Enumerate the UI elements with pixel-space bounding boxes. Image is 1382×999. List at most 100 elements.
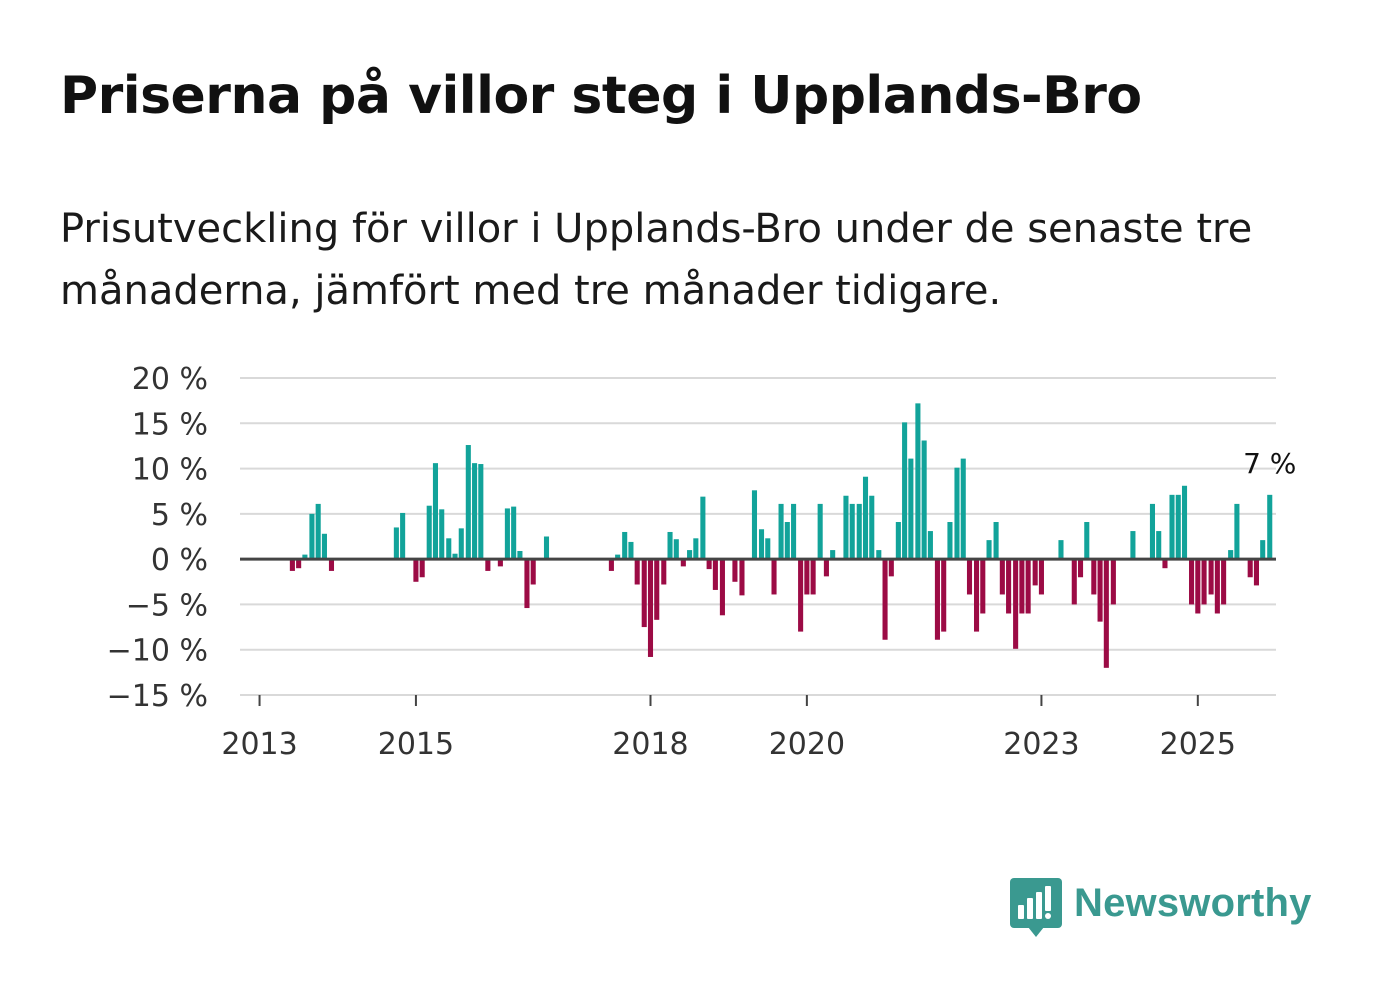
bar — [1156, 531, 1162, 560]
bar — [1058, 540, 1064, 560]
chart-title: Priserna på villor steg i Upplands-Bro — [60, 66, 1142, 126]
bar — [888, 559, 894, 577]
bar — [778, 503, 784, 560]
bar — [1253, 559, 1259, 586]
bar — [706, 559, 712, 570]
bar — [1032, 559, 1038, 586]
bar — [927, 531, 933, 560]
bar — [1214, 559, 1220, 614]
bar — [817, 503, 823, 560]
bar — [315, 503, 321, 560]
bar — [765, 538, 771, 560]
bar — [823, 559, 829, 577]
bar — [687, 550, 693, 560]
bar — [954, 467, 960, 560]
bar — [673, 539, 679, 560]
bar — [530, 559, 536, 585]
bar — [1175, 494, 1181, 560]
bar — [791, 503, 797, 560]
bar — [843, 495, 849, 560]
bar — [309, 513, 315, 560]
bar — [1221, 559, 1227, 605]
bar — [1260, 540, 1266, 560]
bar — [524, 559, 530, 609]
bar — [921, 440, 927, 560]
bar — [895, 522, 901, 560]
bar — [641, 559, 647, 628]
bar — [758, 529, 765, 560]
bar — [419, 559, 425, 578]
bar — [321, 533, 327, 560]
bar — [999, 559, 1005, 595]
bar — [472, 463, 478, 560]
bar — [647, 559, 654, 657]
bar — [810, 559, 816, 595]
bar — [1267, 494, 1273, 560]
bar — [543, 536, 550, 560]
bar — [966, 559, 973, 595]
bar — [302, 554, 308, 560]
bar — [622, 531, 628, 560]
bar — [628, 541, 634, 560]
x-tick-label: 2015 — [378, 727, 454, 762]
bar — [1195, 559, 1201, 614]
bar — [517, 550, 523, 560]
bar — [1181, 485, 1188, 560]
y-tick-label: −5 % — [126, 588, 208, 623]
bar — [941, 559, 947, 632]
y-tick-label: 5 % — [151, 498, 208, 533]
bar — [680, 559, 686, 567]
bar — [478, 464, 484, 560]
bar — [915, 403, 921, 560]
bar — [634, 559, 640, 585]
bar — [1091, 559, 1097, 595]
bar — [693, 538, 699, 560]
bar — [1130, 531, 1136, 560]
brand-logo[interactable]: Newsworthy — [1010, 878, 1312, 940]
bar — [830, 550, 836, 560]
bar — [973, 559, 980, 632]
bar — [413, 559, 419, 582]
bar — [1013, 559, 1019, 649]
x-tick-label: 2025 — [1160, 727, 1236, 762]
bar — [960, 458, 966, 560]
bar — [993, 522, 999, 560]
bar — [400, 512, 406, 560]
bar — [1234, 503, 1240, 560]
bar — [1084, 522, 1090, 560]
bar — [426, 505, 432, 560]
bar — [1071, 559, 1077, 605]
bar — [798, 559, 804, 632]
data-label-last: 7 % — [1243, 447, 1296, 480]
bar — [432, 463, 439, 560]
y-tick-label: −15 % — [107, 679, 208, 714]
y-tick-label: 0 % — [151, 543, 208, 578]
bar — [712, 559, 718, 590]
bar — [986, 540, 992, 560]
bar — [289, 559, 295, 571]
bar — [804, 559, 810, 595]
bar — [1169, 494, 1175, 560]
bar — [1208, 559, 1214, 595]
bar — [934, 559, 940, 640]
bar — [485, 559, 491, 571]
bar — [719, 559, 725, 616]
bar — [1025, 559, 1031, 614]
bar — [1201, 559, 1207, 605]
bar — [458, 528, 464, 560]
bar — [511, 506, 517, 560]
bar — [882, 559, 888, 640]
bar — [947, 522, 953, 560]
bar — [856, 503, 862, 560]
bar — [1006, 559, 1012, 614]
x-tick-label: 2018 — [612, 727, 688, 762]
bar — [1077, 559, 1084, 578]
bar — [751, 490, 758, 560]
bar — [1019, 559, 1025, 614]
x-tick-label: 2020 — [769, 727, 845, 762]
bar — [869, 495, 875, 560]
y-tick-label: 10 % — [132, 453, 208, 488]
bar-chart: 20 % 15 % 10 % 5 % 0 % −5 % −10 % −15 % 2013 2015… — [107, 362, 1297, 762]
bar — [296, 559, 302, 569]
bar — [862, 476, 869, 560]
